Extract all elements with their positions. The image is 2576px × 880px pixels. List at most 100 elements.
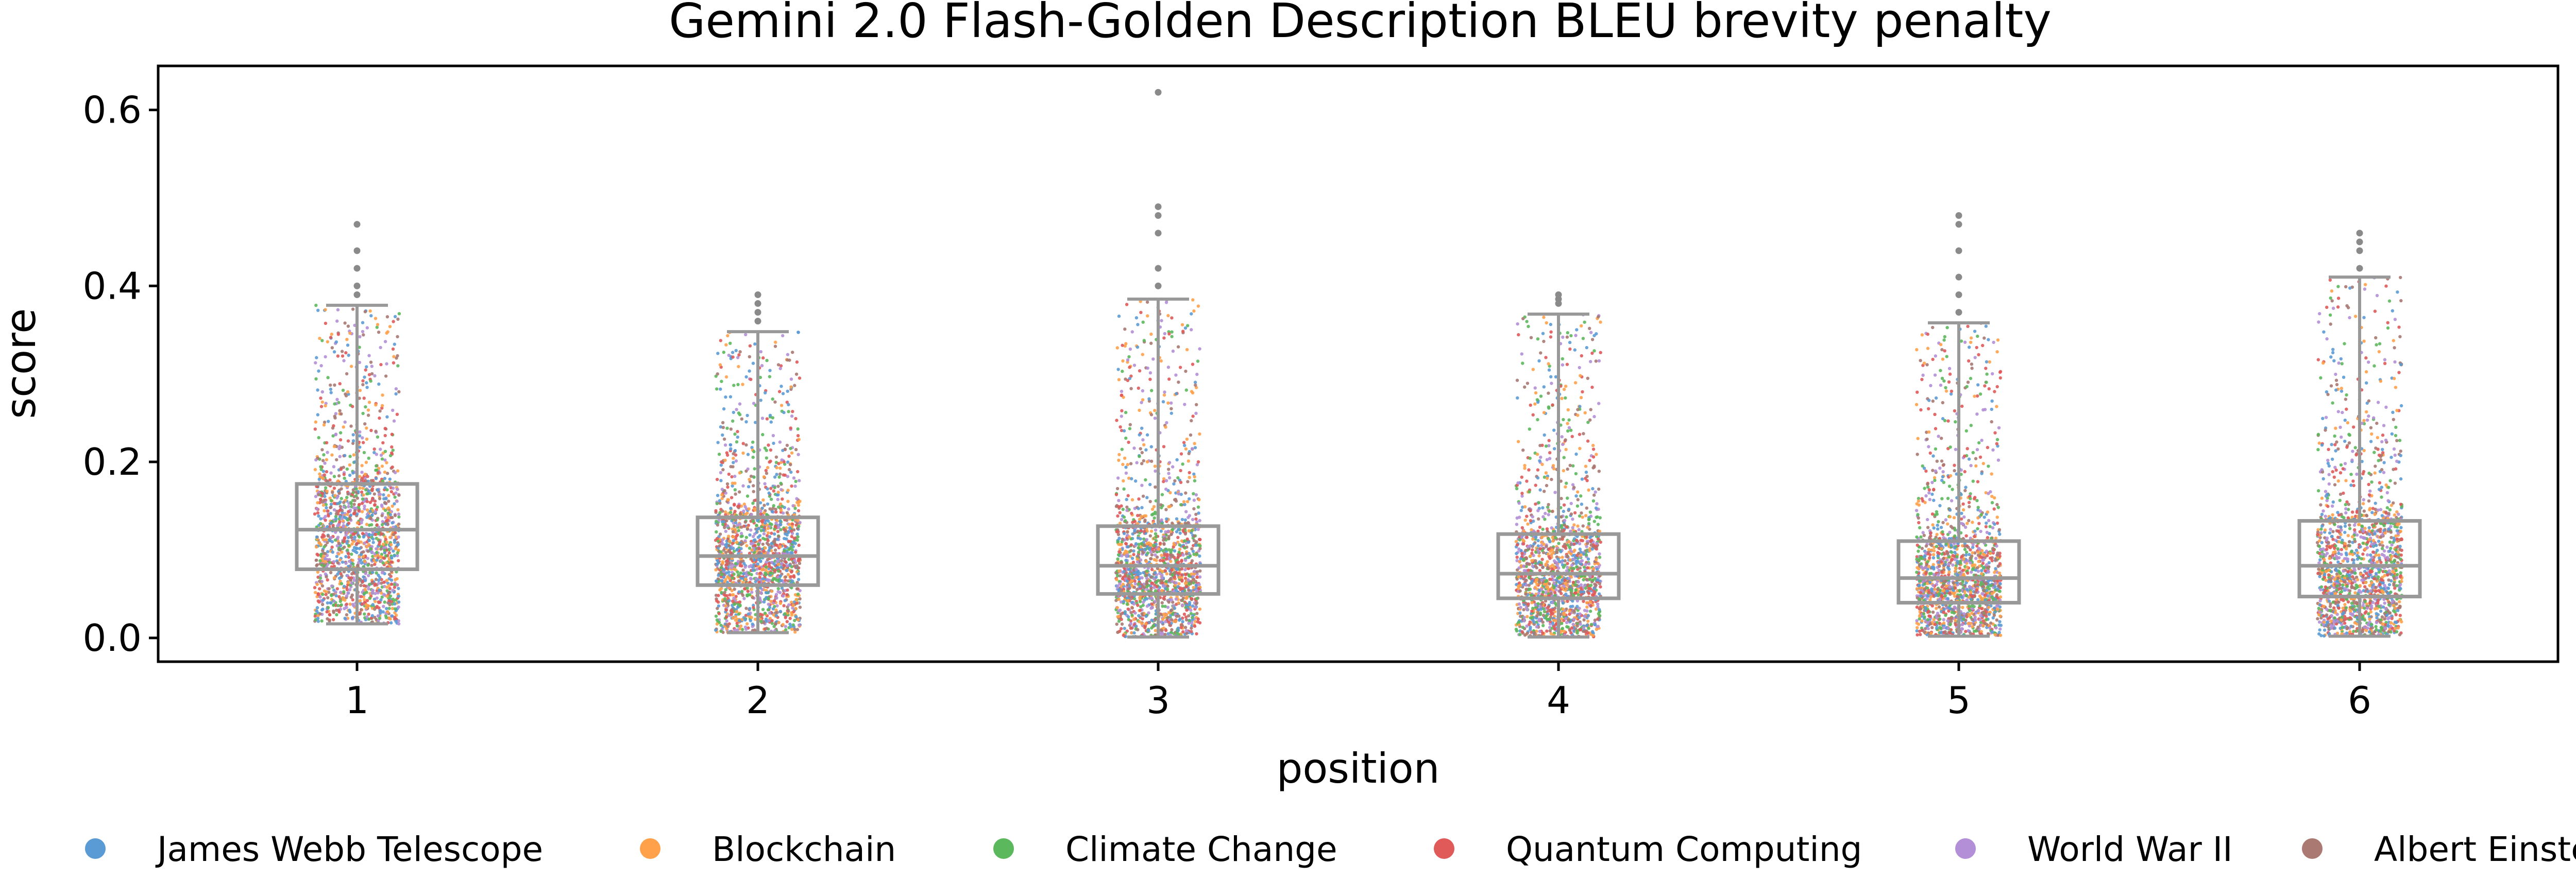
jitter-point xyxy=(327,587,331,591)
jitter-point xyxy=(1127,567,1131,572)
jitter-point xyxy=(359,540,363,544)
jitter-point xyxy=(383,450,387,453)
jitter-point xyxy=(1190,419,1193,423)
jitter-point xyxy=(332,350,336,354)
jitter-point xyxy=(761,567,765,571)
jitter-point xyxy=(1169,550,1173,554)
jitter-point xyxy=(766,502,770,506)
jitter-point xyxy=(725,594,729,598)
jitter-point xyxy=(1135,461,1139,464)
jitter-point xyxy=(1198,347,1201,351)
jitter-point xyxy=(375,464,378,468)
jitter-point xyxy=(397,493,401,497)
jitter-point xyxy=(331,618,335,622)
jitter-point xyxy=(377,578,381,582)
jitter-point xyxy=(716,372,719,376)
jitter-point xyxy=(1116,532,1121,537)
jitter-point xyxy=(721,560,724,564)
jitter-point xyxy=(784,616,787,619)
jitter-point xyxy=(386,519,389,522)
jitter-point xyxy=(350,542,354,546)
jitter-point xyxy=(1188,497,1191,501)
jitter-point xyxy=(364,579,367,582)
jitter-point xyxy=(1160,554,1163,557)
jitter-point xyxy=(797,623,801,627)
jitter-point xyxy=(1170,407,1173,410)
jitter-point xyxy=(789,557,793,561)
jitter-point xyxy=(345,588,349,592)
jitter-point xyxy=(1164,620,1167,624)
jitter-point xyxy=(739,531,743,536)
jitter-point xyxy=(741,442,745,445)
jitter-point xyxy=(373,607,377,611)
jitter-point xyxy=(751,502,755,505)
jitter-point xyxy=(369,428,373,433)
jitter-point xyxy=(326,606,330,610)
jitter-point xyxy=(724,608,728,612)
jitter-point xyxy=(750,590,754,594)
jitter-point xyxy=(796,618,800,622)
jitter-point xyxy=(393,585,397,589)
jitter-point xyxy=(316,413,319,417)
jitter-point xyxy=(357,509,361,512)
jitter-point xyxy=(1157,547,1161,551)
jitter-point xyxy=(389,578,394,582)
jitter-point xyxy=(747,485,751,489)
jitter-point xyxy=(798,597,802,601)
jitter-point xyxy=(1126,545,1130,549)
jitter-point xyxy=(1176,556,1180,560)
jitter-point xyxy=(321,593,325,596)
jitter-point xyxy=(368,501,372,504)
jitter-point xyxy=(1126,607,1130,611)
jitter-point xyxy=(738,471,742,475)
jitter-point xyxy=(1121,582,1125,586)
jitter-point xyxy=(324,560,328,563)
jitter-point xyxy=(1187,540,1191,544)
jitter-point xyxy=(775,560,779,563)
jitter-point xyxy=(318,579,321,583)
jitter-point xyxy=(371,541,375,544)
jitter-point xyxy=(321,477,325,480)
jitter-point xyxy=(784,532,787,536)
jitter-point xyxy=(334,512,338,516)
jitter-point xyxy=(748,607,752,611)
jitter-point xyxy=(348,473,352,477)
jitter-point xyxy=(1153,417,1157,420)
jitter-point xyxy=(393,615,397,619)
jitter-point xyxy=(362,451,366,455)
jitter-point xyxy=(789,575,793,579)
jitter-point xyxy=(757,526,761,530)
jitter-point xyxy=(1173,549,1177,553)
jitter-point xyxy=(747,507,751,511)
jitter-point xyxy=(380,514,384,517)
jitter-point xyxy=(352,540,355,543)
jitter-point xyxy=(1183,503,1187,506)
jitter-point xyxy=(773,486,776,490)
jitter-point xyxy=(329,471,333,475)
jitter-point xyxy=(358,445,362,449)
jitter-point xyxy=(792,610,795,613)
jitter-point xyxy=(1150,606,1154,609)
jitter-point xyxy=(358,547,361,550)
jitter-point xyxy=(314,420,317,424)
jitter-point xyxy=(721,542,725,546)
jitter-point xyxy=(376,518,379,522)
jitter-point xyxy=(1115,606,1119,610)
jitter-point xyxy=(1191,549,1195,553)
jitter-point xyxy=(393,495,397,499)
jitter-point xyxy=(1145,605,1149,608)
jitter-point xyxy=(766,487,769,491)
jitter-point xyxy=(330,584,334,588)
jitter-point xyxy=(1146,628,1150,632)
jitter-point xyxy=(1590,338,1595,341)
jitter-point xyxy=(1128,366,1131,369)
jitter-point xyxy=(744,375,748,379)
jitter-point xyxy=(735,540,739,544)
jitter-point xyxy=(1161,584,1165,588)
jitter-point xyxy=(335,613,338,617)
jitter-point xyxy=(796,434,800,438)
jitter-point xyxy=(715,502,719,506)
jitter-point xyxy=(787,468,791,472)
jitter-point xyxy=(743,618,747,622)
jitter-point xyxy=(1136,571,1139,574)
